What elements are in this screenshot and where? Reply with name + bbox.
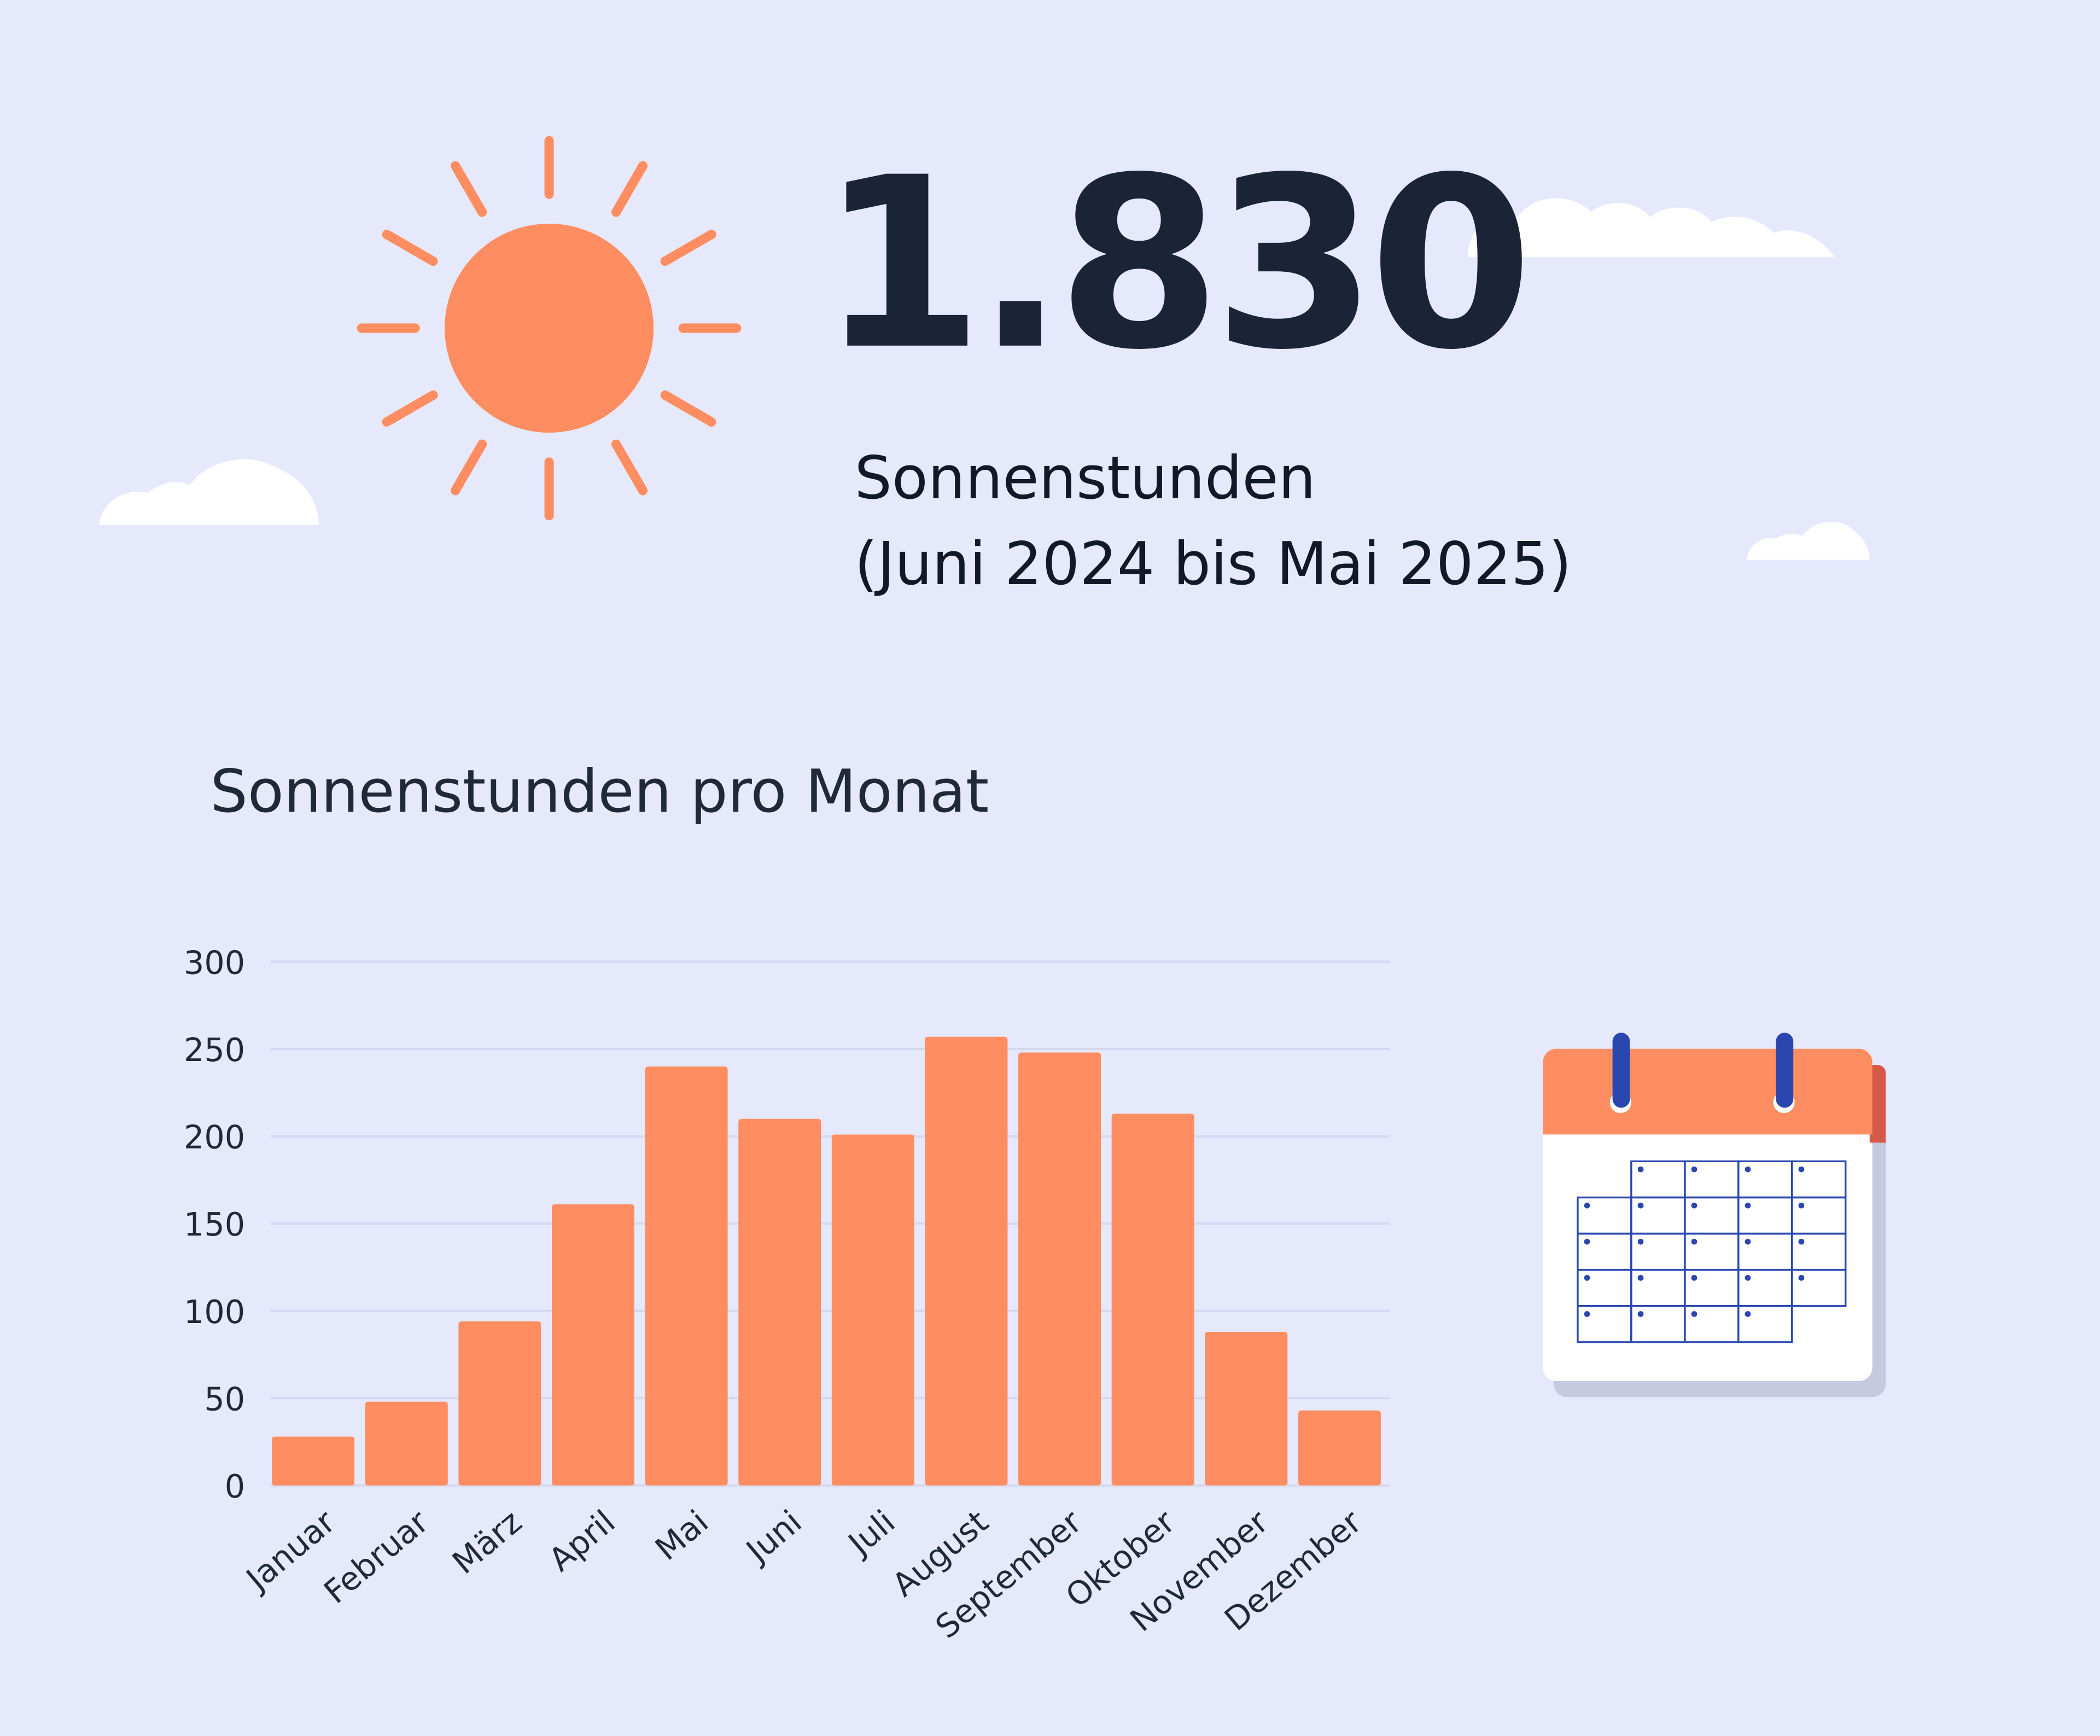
bar-august	[925, 1036, 1008, 1485]
y-tick-label: 100	[184, 1293, 245, 1331]
sun-ray	[451, 161, 487, 217]
sun-ray	[451, 439, 487, 496]
chart-title: Sonnenstunden pro Monat	[210, 758, 989, 827]
sun-ray	[660, 390, 716, 427]
cloud-icon	[99, 459, 319, 526]
bar-mai	[645, 1066, 728, 1485]
bar-april	[551, 1204, 635, 1485]
y-tick-label: 200	[184, 1119, 245, 1156]
bar-november	[1205, 1332, 1288, 1485]
y-tick-label: 150	[184, 1205, 245, 1243]
y-tick-label: 300	[184, 943, 245, 981]
bar-juli	[831, 1134, 914, 1485]
y-tick-label: 50	[204, 1380, 245, 1418]
x-tick-label: Mai	[648, 1502, 715, 1568]
bar-september	[1018, 1052, 1101, 1485]
cloud-icon	[1468, 198, 1835, 258]
x-tick-label: Juni	[738, 1502, 809, 1571]
sun-ray	[382, 390, 438, 427]
cloud-icon	[1746, 522, 1870, 560]
sun-disc	[445, 223, 654, 433]
sun-ray	[611, 161, 648, 217]
bar-märz	[458, 1321, 541, 1485]
bar-dezember	[1298, 1410, 1381, 1485]
headline-label: Sonnenstunden (Juni 2024 bis Mai 2025)	[854, 436, 1571, 607]
sun-ray	[382, 230, 438, 266]
total-sunshine-hours: 1.830	[819, 127, 1533, 402]
calendar-icon	[1543, 1033, 1886, 1397]
bar-januar	[272, 1436, 355, 1485]
sun-ray	[660, 230, 716, 266]
y-tick-label: 250	[184, 1031, 245, 1069]
x-tick-label: März	[445, 1502, 529, 1581]
sun-ray	[611, 439, 648, 496]
sun-icon	[357, 136, 742, 521]
x-tick-label: April	[541, 1502, 622, 1578]
bar-februar	[365, 1401, 448, 1485]
headline-label-line1: Sonnenstunden	[854, 445, 1316, 513]
x-tick-label: Juli	[839, 1502, 902, 1564]
bar-oktober	[1111, 1114, 1194, 1485]
y-tick-label: 0	[225, 1467, 245, 1505]
headline-label-line2: (Juni 2024 bis Mai 2025)	[854, 530, 1572, 599]
x-tick-label: Februar	[317, 1502, 436, 1611]
bar-juni	[738, 1119, 821, 1485]
